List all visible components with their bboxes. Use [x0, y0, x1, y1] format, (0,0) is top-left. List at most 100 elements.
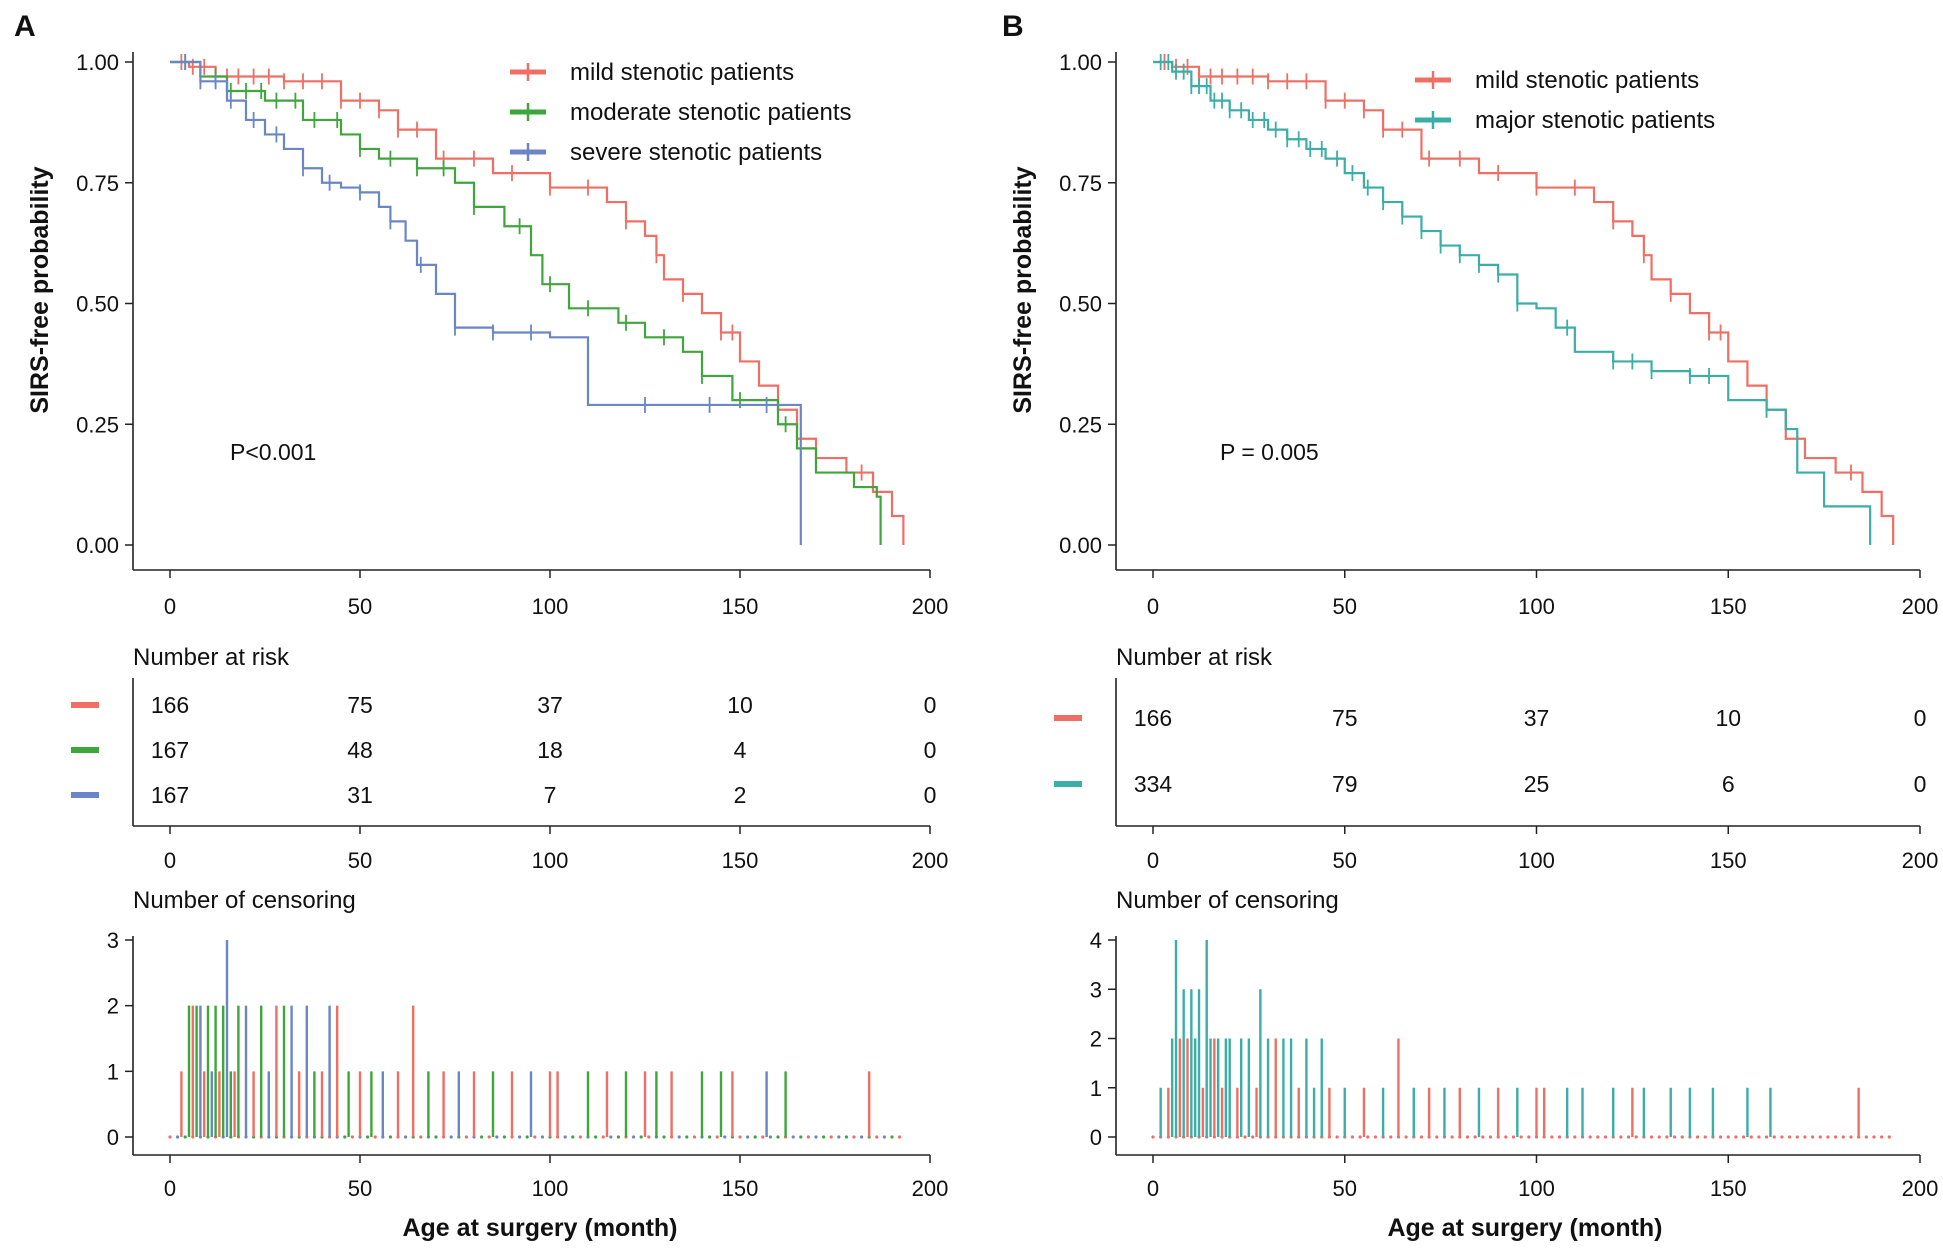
- censor-y-tick-label: 4: [1090, 928, 1102, 953]
- censor-zero-dot: [1450, 1135, 1454, 1139]
- censor-y-tick-label: 3: [1090, 977, 1102, 1002]
- censor-zero-dot: [183, 1135, 187, 1139]
- censor-zero-dot: [768, 1135, 773, 1139]
- risk-count: 4: [734, 737, 747, 763]
- risk-count: 0: [1914, 771, 1927, 797]
- censor-zero-dot: [1880, 1135, 1884, 1139]
- legend-label: mild stenotic patients: [1475, 67, 1699, 94]
- risk-count: 6: [1722, 771, 1735, 797]
- censor-zero-dot: [1680, 1135, 1684, 1139]
- censor-zero-dot: [1864, 1135, 1868, 1139]
- censor-zero-dot: [1557, 1135, 1562, 1139]
- censor-zero-dot: [1573, 1135, 1577, 1139]
- censor-zero-dot: [632, 1135, 636, 1139]
- risk-count: 166: [151, 692, 189, 718]
- censor-zero-dot: [844, 1135, 849, 1139]
- censor-zero-dot: [480, 1135, 484, 1139]
- survival-curve-1: [170, 60, 882, 545]
- x-tick-label: 200: [912, 594, 949, 619]
- panel-a: A0.000.250.500.751.000 50 100 150 200SIRS-fr…: [14, 10, 948, 1242]
- censor-y-tick-label: 0: [1090, 1125, 1102, 1150]
- censor-zero-dot: [1741, 1135, 1746, 1139]
- censor-zero-dot: [1665, 1135, 1669, 1139]
- censor-zero-dot: [1519, 1135, 1523, 1139]
- censor-zero-dot: [366, 1135, 370, 1139]
- x-tick-label: 100: [532, 594, 569, 619]
- x-tick-label: 100: [1518, 594, 1555, 619]
- censor-zero-dot: [1826, 1135, 1830, 1139]
- censor-zero-dot: [1603, 1135, 1608, 1139]
- risk-count: 31: [347, 782, 373, 808]
- censor-zero-dot: [806, 1135, 811, 1139]
- censor-zero-dot: [639, 1135, 643, 1139]
- risk-count: 0: [1914, 705, 1927, 731]
- censor-zero-dot: [1626, 1135, 1631, 1139]
- censor-zero-dot: [404, 1135, 408, 1139]
- censor-y-tick-label: 2: [107, 994, 119, 1019]
- number-of-censoring-label: Number of censoring: [1116, 887, 1339, 914]
- censor-zero-dot: [685, 1135, 689, 1139]
- censor-x-tick-label: 0: [164, 1176, 176, 1201]
- censor-zero-dot: [1849, 1135, 1853, 1139]
- risk-count: 167: [151, 737, 189, 763]
- censor-x-tick-label: 50: [348, 1176, 372, 1201]
- risk-count: 75: [347, 692, 373, 718]
- censor-zero-dot: [518, 1135, 522, 1139]
- censor-x-tick-label: 50: [1333, 1176, 1357, 1201]
- x-tick-label: 150: [1710, 594, 1747, 619]
- risk-count: 167: [151, 782, 189, 808]
- censor-zero-dot: [1335, 1135, 1339, 1139]
- censor-zero-dot: [837, 1135, 841, 1139]
- censor-zero-dot: [1511, 1135, 1516, 1139]
- censor-zero-dot: [525, 1135, 529, 1139]
- y-tick-label: 0.25: [1059, 412, 1102, 437]
- risk-x-tick-label: 150: [1710, 848, 1747, 873]
- censor-zero-dot: [799, 1135, 803, 1139]
- censor-zero-dot: [1481, 1135, 1485, 1139]
- censor-zero-dot: [449, 1135, 453, 1139]
- censor-zero-dot: [1834, 1135, 1838, 1139]
- censor-zero-dot: [533, 1135, 537, 1139]
- x-tick-label: 50: [348, 594, 372, 619]
- censor-zero-dot: [1366, 1135, 1370, 1139]
- censor-y-tick-label: 3: [107, 928, 119, 953]
- censor-y-tick-label: 2: [1090, 1027, 1102, 1052]
- censor-zero-dot: [822, 1135, 826, 1139]
- censor-zero-dot: [343, 1135, 347, 1139]
- risk-x-tick-label: 100: [1518, 848, 1555, 873]
- risk-count: 79: [1332, 771, 1358, 797]
- censor-y-tick-label: 0: [107, 1125, 119, 1150]
- risk-count: 37: [1524, 705, 1550, 731]
- panel-letter: B: [1002, 10, 1024, 43]
- number-of-censoring-label: Number of censoring: [133, 887, 356, 914]
- legend-label: mild stenotic patients: [570, 59, 794, 86]
- censor-x-tick-label: 200: [1902, 1176, 1939, 1201]
- number-at-risk-label: Number at risk: [133, 644, 290, 671]
- x-axis-title: Age at surgery (month): [402, 1214, 677, 1242]
- censor-zero-dot: [890, 1135, 894, 1139]
- censor-x-tick-label: 150: [1710, 1176, 1747, 1201]
- censor-zero-dot: [761, 1135, 765, 1139]
- legend-label: major stenotic patients: [1475, 107, 1715, 134]
- panel-letter: A: [14, 10, 36, 43]
- y-axis-title: SIRS-free probability: [26, 166, 54, 413]
- censor-zero-dot: [487, 1135, 491, 1139]
- risk-x-tick-label: 200: [912, 848, 949, 873]
- censor-y-tick-label: 1: [107, 1059, 119, 1084]
- censor-zero-dot: [1887, 1135, 1891, 1139]
- y-tick-label: 1.00: [76, 50, 119, 75]
- censor-zero-dot: [1734, 1135, 1738, 1139]
- censor-x-tick-label: 100: [1518, 1176, 1555, 1201]
- censor-zero-dot: [776, 1135, 780, 1139]
- censor-zero-dot: [1488, 1135, 1493, 1139]
- x-tick-label: 0: [1147, 594, 1159, 619]
- risk-count: 25: [1524, 771, 1550, 797]
- censor-zero-dot: [563, 1135, 567, 1139]
- risk-x-tick-label: 50: [348, 848, 372, 873]
- risk-x-tick-label: 0: [1147, 848, 1159, 873]
- censor-zero-dot: [814, 1135, 818, 1139]
- censor-zero-dot: [594, 1135, 598, 1139]
- censor-zero-dot: [1757, 1135, 1761, 1139]
- censor-zero-dot: [746, 1135, 750, 1139]
